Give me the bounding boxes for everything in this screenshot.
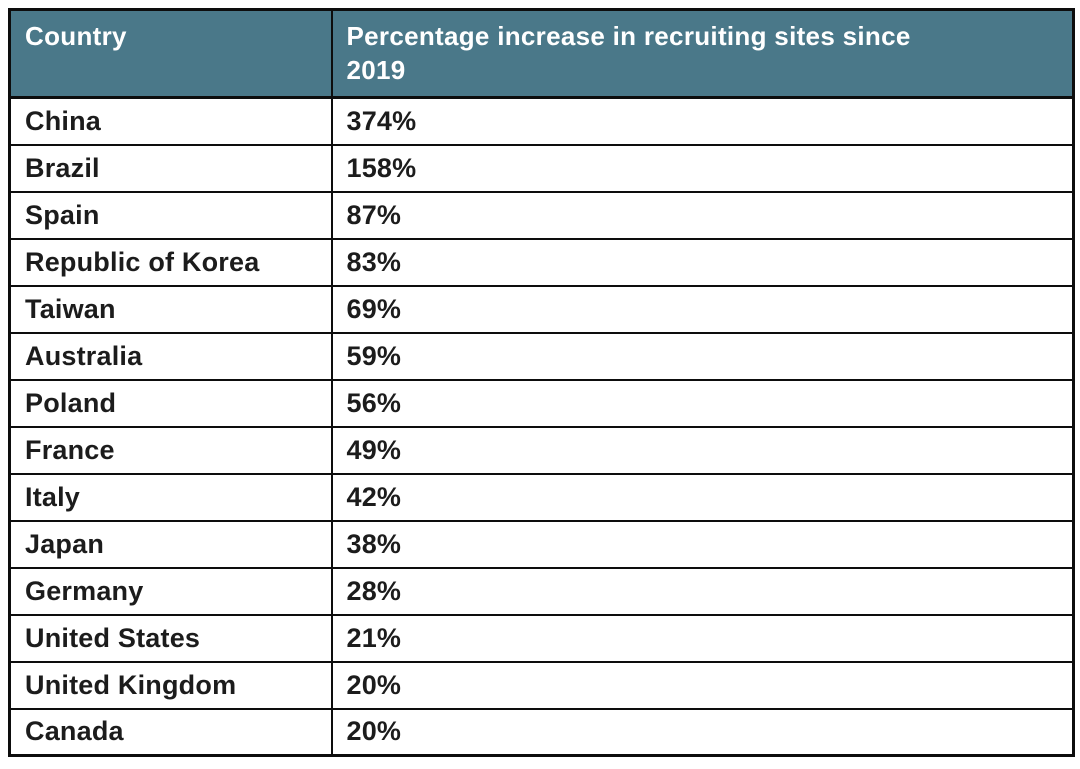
percentage-cell: 42% [330, 472, 1075, 522]
table-row: Italy 42% [8, 472, 1075, 522]
country-cell: China [8, 96, 333, 146]
country-cell: Republic of Korea [8, 237, 333, 287]
country-cell: United Kingdom [8, 660, 333, 710]
column-header-percentage-line1: Percentage increase in recruiting sites … [346, 21, 911, 51]
country-cell: Canada [8, 707, 333, 757]
table-row: France 49% [8, 425, 1075, 475]
column-header-percentage: Percentage increase in recruiting sites … [330, 8, 1075, 99]
percentage-cell: 56% [330, 378, 1075, 428]
table-row: Taiwan 69% [8, 284, 1075, 334]
country-cell: Brazil [8, 143, 333, 193]
table-row: Spain 87% [8, 190, 1075, 240]
percentage-cell: 38% [330, 519, 1075, 569]
table-row: United Kingdom 20% [8, 660, 1075, 710]
percentage-cell: 49% [330, 425, 1075, 475]
country-cell: France [8, 425, 333, 475]
table-row: Australia 59% [8, 331, 1075, 381]
country-cell: Australia [8, 331, 333, 381]
table-row: Canada 20% [8, 707, 1075, 757]
column-header-country: Country [8, 8, 333, 99]
percentage-cell: 87% [330, 190, 1075, 240]
percentage-cell: 59% [330, 331, 1075, 381]
table-row: Japan 38% [8, 519, 1075, 569]
table-row: Germany 28% [8, 566, 1075, 616]
country-cell: Poland [8, 378, 333, 428]
percentage-cell: 69% [330, 284, 1075, 334]
recruiting-sites-table: Country Percentage increase in recruitin… [8, 8, 1075, 757]
table-row: China 374% [8, 96, 1075, 146]
country-cell: Germany [8, 566, 333, 616]
table-row: Republic of Korea 83% [8, 237, 1075, 287]
percentage-cell: 21% [330, 613, 1075, 663]
percentage-cell: 20% [330, 660, 1075, 710]
country-cell: United States [8, 613, 333, 663]
table-row: Brazil 158% [8, 143, 1075, 193]
country-cell: Taiwan [8, 284, 333, 334]
table-body: China 374% Brazil 158% Spain 87% Republic of K… [8, 96, 1075, 757]
table-header: Country Percentage increase in recruitin… [8, 8, 1075, 99]
percentage-cell: 158% [330, 143, 1075, 193]
percentage-cell: 374% [330, 96, 1075, 146]
percentage-cell: 83% [330, 237, 1075, 287]
country-cell: Spain [8, 190, 333, 240]
header-row: Country Percentage increase in recruitin… [8, 8, 1075, 99]
percentage-cell: 20% [330, 707, 1075, 757]
table-row: Poland 56% [8, 378, 1075, 428]
percentage-cell: 28% [330, 566, 1075, 616]
country-cell: Japan [8, 519, 333, 569]
country-cell: Italy [8, 472, 333, 522]
table-row: United States 21% [8, 613, 1075, 663]
column-header-percentage-line2: 2019 [346, 54, 406, 85]
